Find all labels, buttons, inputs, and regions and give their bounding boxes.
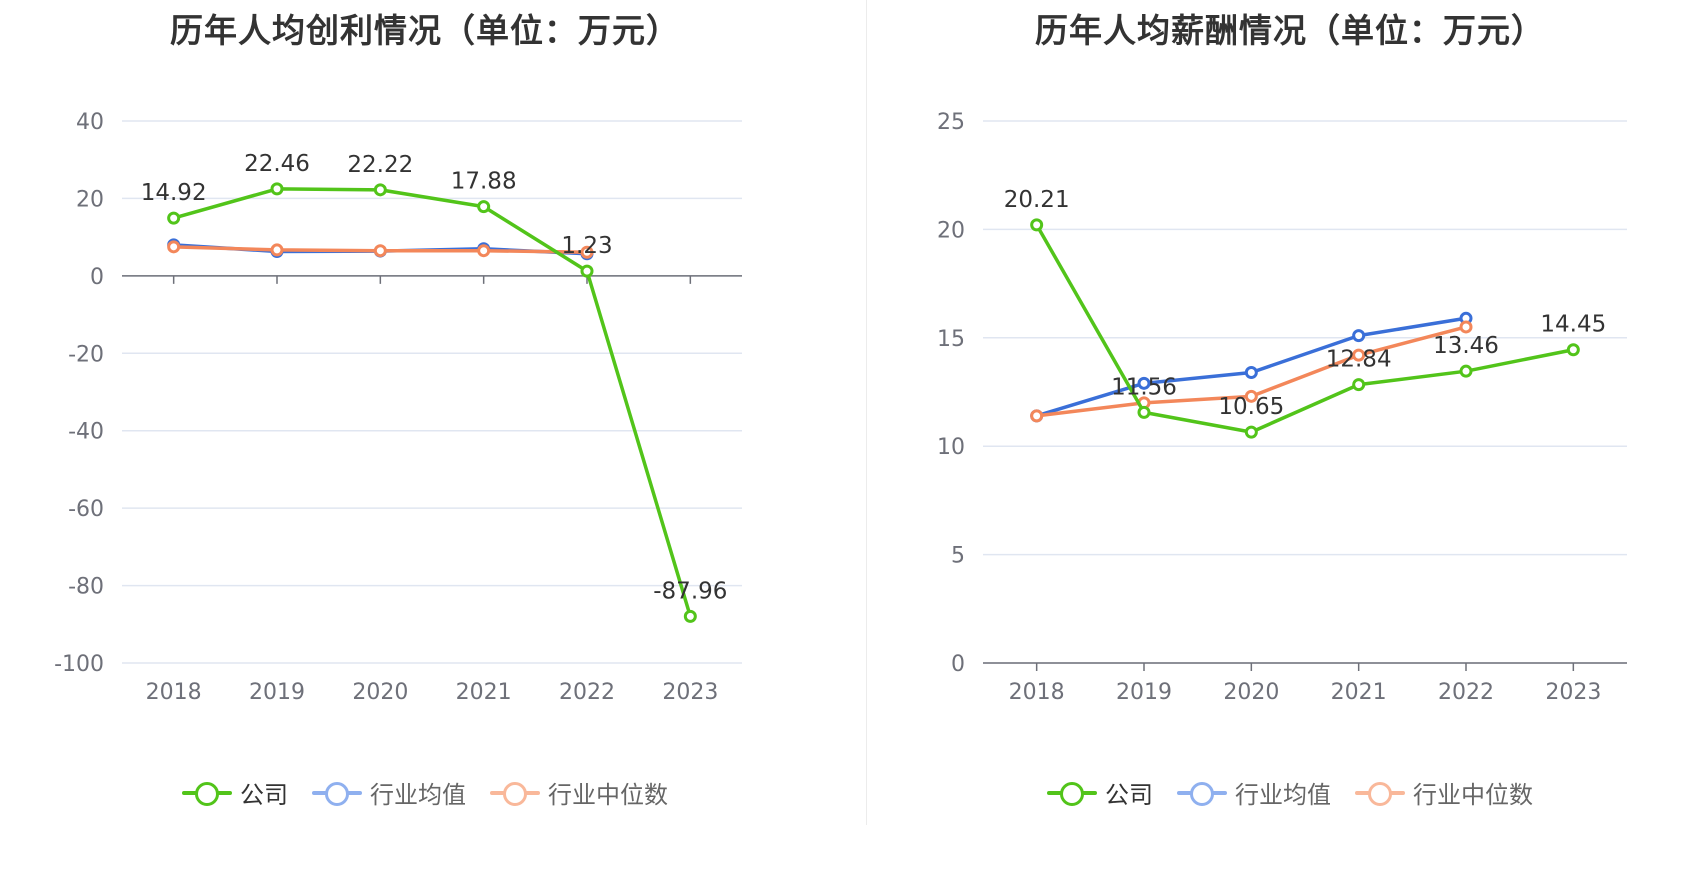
data-label: -87.96 (653, 578, 727, 604)
y-tick-label: -100 (54, 652, 104, 677)
legend-line-circle-icon (490, 781, 540, 806)
legend-circle (503, 781, 527, 806)
data-label: 14.92 (141, 180, 207, 206)
x-tick-label: 2023 (662, 680, 718, 705)
chart-title: 历年人均薪酬情况（单位：万元） (1035, 11, 1545, 50)
data-point (1459, 364, 1473, 378)
data-point (270, 182, 284, 196)
y-tick-label: 40 (76, 110, 104, 135)
legend-item-industry-median[interactable]: 行业中位数 (490, 775, 668, 810)
data-label: 12.84 (1326, 347, 1392, 373)
y-tick-label: -20 (68, 342, 104, 367)
x-tick-label: 2020 (352, 680, 408, 705)
y-tick-label: 0 (90, 265, 104, 290)
data-point (683, 609, 697, 623)
data-point (1030, 409, 1044, 423)
data-label: 10.65 (1218, 394, 1284, 420)
legend-circle (1060, 781, 1084, 806)
data-point (580, 245, 594, 259)
legend-circle (1190, 781, 1214, 806)
x-tick-label: 2021 (456, 680, 512, 705)
data-label: 20.21 (1004, 187, 1070, 213)
legend-line-circle-icon (312, 781, 362, 806)
profit-chart: 40 20 0 -20 -40 -60 -80 -100 2018 2019 2020 2021 202… (54, 110, 742, 705)
data-label: 17.88 (451, 169, 517, 195)
x-tick-label: 2022 (559, 680, 615, 705)
x-tick-label: 2023 (1545, 680, 1601, 705)
legend-label: 行业中位数 (1413, 781, 1533, 809)
data-label: 1.23 (561, 233, 612, 259)
data-point (270, 243, 284, 257)
data-point (1352, 378, 1366, 392)
data-point (477, 200, 491, 214)
legend-label: 行业均值 (1235, 781, 1331, 809)
y-tick-label: 5 (951, 544, 965, 569)
panel-divider (866, 0, 867, 825)
data-point (1352, 329, 1366, 343)
chart-title: 历年人均创利情况（单位：万元） (170, 11, 680, 50)
data-label: 11.56 (1111, 374, 1177, 400)
data-point (1244, 389, 1258, 403)
legend-label: 公司 (1105, 781, 1153, 809)
legend-item-industry-median[interactable]: 行业中位数 (1355, 775, 1533, 810)
legend-circle (1368, 781, 1392, 806)
salary-chart: 25 20 15 10 5 0 2018 2019 2020 2021 2022 2023 20.21 1… (937, 110, 1627, 705)
legend-item-industry-average[interactable]: 行业均值 (1177, 775, 1331, 810)
legend-line-circle-icon (1047, 781, 1097, 806)
data-label: 14.45 (1540, 312, 1606, 338)
chart-panel-salary: 历年人均薪酬情况（单位：万元） 25 20 15 10 5 0 2018 2019 2020 20… (865, 0, 1700, 874)
data-point (1137, 405, 1151, 419)
chart-panel-profit: 历年人均创利情况（单位：万元） 40 20 0 -20 -40 -60 -80 -100 201… (0, 11, 850, 810)
legend: 公司 行业均值 行业中位数 (865, 775, 1700, 810)
legend-circle (195, 781, 219, 806)
y-tick-label: 10 (937, 435, 965, 460)
series-line (1035, 223, 1574, 434)
legend: 公司 行业均值 行业中位数 (0, 775, 850, 810)
data-point (1137, 376, 1151, 390)
legend-circle (325, 781, 349, 806)
data-point (1030, 218, 1044, 232)
x-tick-label: 2020 (1223, 680, 1279, 705)
data-point (167, 240, 181, 254)
data-point (1352, 348, 1366, 362)
x-tick-label: 2018 (146, 680, 202, 705)
y-tick-label: 20 (76, 187, 104, 212)
legend-label: 行业中位数 (548, 781, 668, 809)
data-label: 22.46 (244, 151, 310, 177)
data-point (373, 244, 387, 258)
legend-item-company[interactable]: 公司 (182, 775, 288, 810)
y-tick-label: 15 (937, 327, 965, 352)
x-tick-label: 2018 (1009, 680, 1065, 705)
y-tick-label: 0 (951, 652, 965, 677)
legend-label: 公司 (240, 781, 288, 809)
x-tick-label: 2021 (1331, 680, 1387, 705)
y-tick-label: -80 (68, 575, 104, 600)
data-point (1244, 425, 1258, 439)
data-point (167, 211, 181, 225)
data-point (477, 244, 491, 258)
y-tick-label: 20 (937, 218, 965, 243)
x-tick-label: 2019 (1116, 680, 1172, 705)
data-point (580, 264, 594, 278)
y-tick-label: -40 (68, 420, 104, 445)
data-point (373, 183, 387, 197)
y-tick-label: 25 (937, 110, 965, 135)
data-point (1566, 343, 1580, 357)
y-tick-label: -60 (68, 497, 104, 522)
legend-item-industry-average[interactable]: 行业均值 (312, 775, 466, 810)
data-label: 13.46 (1433, 333, 1499, 359)
data-label: 22.22 (347, 152, 413, 178)
x-tick-label: 2022 (1438, 680, 1494, 705)
data-point (1244, 365, 1258, 379)
legend-line-circle-icon (1177, 781, 1227, 806)
series-line (173, 187, 693, 617)
legend-item-company[interactable]: 公司 (1047, 775, 1153, 810)
legend-label: 行业均值 (370, 781, 466, 809)
x-tick-label: 2019 (249, 680, 305, 705)
legend-line-circle-icon (182, 781, 232, 806)
data-point (1459, 320, 1473, 334)
legend-line-circle-icon (1355, 781, 1405, 806)
